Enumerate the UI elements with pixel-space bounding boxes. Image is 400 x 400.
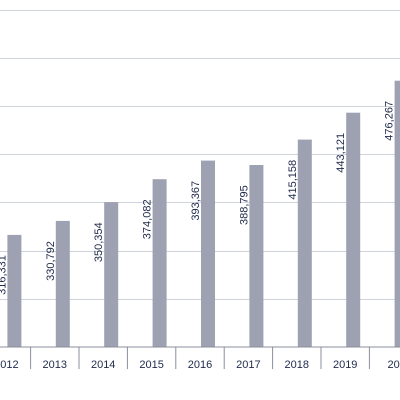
x-tick-label-2016: 2016	[188, 359, 212, 371]
bar-2019	[346, 112, 361, 347]
bar-2016	[201, 160, 215, 347]
bar-2013	[55, 220, 70, 347]
x-tick-label-2012: 2012	[0, 359, 19, 371]
bar-20	[394, 80, 400, 347]
data-label-2016: 393,367	[190, 181, 202, 221]
bar-2012	[7, 234, 22, 347]
data-label-2012: 316,331	[0, 255, 8, 295]
bar-2015	[152, 179, 167, 347]
data-label-20: 476,267	[384, 101, 396, 141]
bar-2018	[297, 139, 312, 347]
data-label-2014: 350,354	[93, 222, 105, 262]
x-tick-label-2013: 2013	[43, 359, 67, 371]
bar-2017	[249, 165, 264, 347]
x-tick-label-2014: 2014	[91, 359, 115, 371]
data-label-2019: 443,121	[335, 133, 347, 173]
data-label-2018: 415,158	[287, 160, 299, 200]
x-tick-label-2017: 2017	[236, 359, 260, 371]
x-tick-label-20: 20	[387, 359, 399, 371]
bar-2014	[104, 202, 119, 347]
x-axis-ticks: 2012 2013 2014 2015 2016 2017 2018 2019 20	[0, 347, 400, 371]
data-label-2015: 374,082	[142, 199, 154, 239]
x-tick-label-2019: 2019	[333, 359, 357, 371]
data-labels: 316,331 330,792 350,354 374,082 393,367 388,7…	[0, 101, 396, 295]
data-label-2013: 330,792	[45, 241, 57, 281]
x-tick-label-2018: 2018	[285, 359, 309, 371]
bars	[7, 80, 400, 347]
x-tick-label-2015: 2015	[139, 359, 163, 371]
data-label-2017: 388,795	[238, 185, 250, 225]
